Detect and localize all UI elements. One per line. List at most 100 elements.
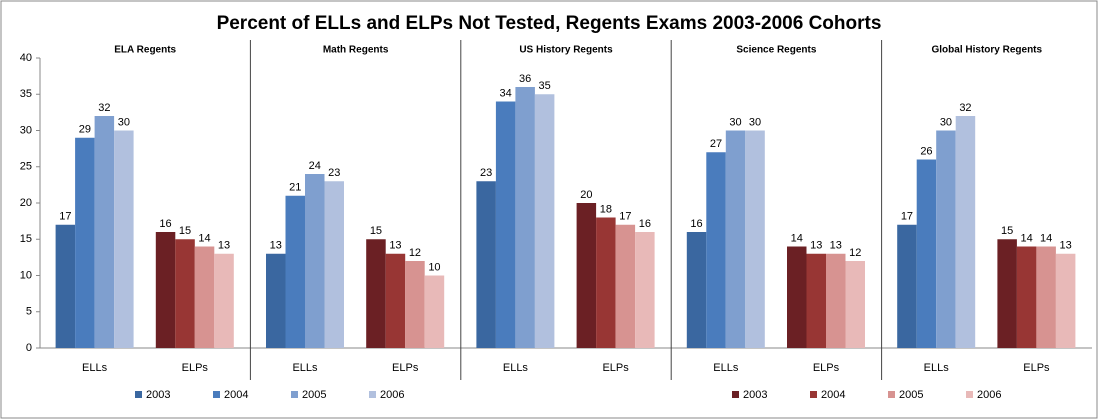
bar: [936, 130, 956, 348]
bar: [686, 232, 707, 348]
bar: [1036, 246, 1056, 348]
panel-title: Math Regents: [323, 45, 389, 56]
bar: [635, 232, 655, 348]
bar: [175, 239, 195, 348]
value-label: 27: [710, 138, 722, 150]
legend-swatch: [213, 391, 220, 398]
bar: [845, 261, 865, 348]
bar: [114, 130, 134, 348]
legend-label: 2006: [380, 389, 404, 401]
bar: [155, 232, 176, 348]
bar: [706, 152, 726, 348]
value-label: 13: [270, 240, 282, 252]
value-label: 16: [690, 218, 702, 230]
value-label: 26: [920, 145, 932, 157]
value-label: 18: [600, 203, 612, 215]
panel-title: Science Regents: [736, 45, 816, 56]
bar: [615, 224, 636, 348]
value-label: 13: [218, 240, 230, 252]
value-label: 30: [729, 116, 741, 128]
bar: [596, 217, 616, 348]
bar: [745, 130, 765, 348]
x-tick-label: ELPs: [602, 362, 629, 374]
y-tick-label: 5: [26, 306, 32, 318]
y-tick-label: 25: [20, 161, 32, 173]
bar: [826, 253, 846, 348]
value-label: 36: [519, 73, 531, 85]
bar: [515, 87, 535, 348]
legend-label: 2006: [977, 389, 1001, 401]
x-tick-label: ELLs: [713, 362, 739, 374]
value-label: 17: [619, 211, 631, 223]
legend-label: 2003: [743, 389, 767, 401]
bar: [916, 159, 937, 348]
value-label: 13: [1060, 240, 1072, 252]
y-tick-label: 30: [20, 124, 32, 136]
bar: [75, 137, 95, 348]
bar: [997, 239, 1017, 348]
chart-title: Percent of ELLs and ELPs Not Tested, Reg…: [217, 13, 882, 34]
x-tick-label: ELPs: [1023, 362, 1050, 374]
y-tick-label: 10: [20, 269, 32, 281]
value-label: 14: [198, 232, 210, 244]
legend-swatch: [966, 391, 973, 398]
value-label: 13: [389, 240, 401, 252]
bar: [1016, 246, 1037, 348]
value-label: 14: [791, 232, 803, 244]
legend-label: 2004: [821, 389, 845, 401]
bar: [305, 174, 325, 348]
x-tick-label: ELLs: [292, 362, 318, 374]
x-tick-label: ELPs: [813, 362, 840, 374]
bar: [576, 203, 597, 348]
value-label: 12: [849, 247, 861, 259]
value-label: 17: [59, 211, 71, 223]
value-label: 21: [289, 182, 301, 194]
bar: [897, 224, 917, 348]
value-label: 15: [370, 225, 382, 237]
legend-swatch: [135, 391, 142, 398]
value-label: 23: [480, 167, 492, 179]
y-tick-label: 40: [20, 52, 32, 64]
bar: [285, 195, 305, 348]
value-label: 30: [749, 116, 761, 128]
panel-title: ELA Regents: [114, 45, 176, 56]
bar: [476, 181, 496, 348]
panel-title: US History Regents: [519, 45, 613, 56]
y-tick-label: 35: [20, 88, 32, 100]
bar: [495, 101, 516, 348]
legend-label: 2005: [899, 389, 923, 401]
panel-title: Global History Regents: [932, 45, 1043, 56]
y-tick-label: 15: [20, 233, 32, 245]
value-label: 17: [901, 211, 913, 223]
value-label: 23: [328, 167, 340, 179]
bar: [787, 246, 807, 348]
x-tick-label: ELPs: [392, 362, 419, 374]
bar: [266, 253, 286, 348]
legend-swatch: [291, 391, 298, 398]
value-label: 10: [428, 261, 440, 273]
value-label: 12: [409, 247, 421, 259]
value-label: 32: [959, 102, 971, 114]
value-label: 29: [79, 124, 91, 136]
value-label: 20: [580, 189, 592, 201]
value-label: 24: [309, 160, 321, 172]
x-tick-label: ELLs: [82, 362, 108, 374]
value-label: 13: [810, 240, 822, 252]
bar: [324, 181, 344, 348]
value-label: 16: [159, 218, 171, 230]
value-label: 35: [539, 80, 551, 92]
value-label: 15: [1001, 225, 1013, 237]
bar: [366, 239, 386, 348]
bar: [405, 261, 425, 348]
bar: [955, 116, 976, 348]
legend-label: 2005: [302, 389, 326, 401]
x-tick-label: ELLs: [503, 362, 529, 374]
legend-label: 2004: [224, 389, 248, 401]
y-tick-label: 20: [20, 197, 32, 209]
value-label: 15: [179, 225, 191, 237]
value-label: 30: [118, 116, 130, 128]
legend-swatch: [369, 391, 376, 398]
legend-swatch: [732, 391, 739, 398]
value-label: 30: [940, 116, 952, 128]
